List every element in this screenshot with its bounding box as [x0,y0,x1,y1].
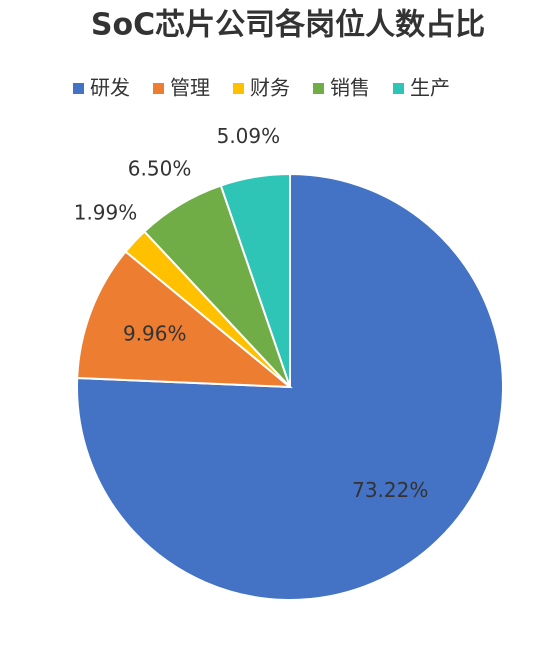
data-label: 1.99% [74,200,138,224]
legend-swatch [233,83,244,94]
legend-label: 管理 [170,76,210,100]
data-label: 5.09% [217,124,281,148]
legend-label: 财务 [250,76,290,100]
legend-swatch [73,83,84,94]
legend-swatch [313,83,324,94]
pie-slice [76,250,293,389]
legend-label: 研发 [90,76,130,100]
data-label: 73.22% [352,478,428,502]
legend-swatch [153,83,164,94]
chart-title: SoC芯片公司各岗位人数占比 [91,8,485,43]
pie-slice [219,172,291,388]
legend-swatch [393,83,404,94]
data-label: 9.96% [123,322,187,346]
legend-label: 销售 [330,76,370,100]
data-label: 6.50% [128,157,192,181]
legend-label: 生产 [410,76,450,100]
